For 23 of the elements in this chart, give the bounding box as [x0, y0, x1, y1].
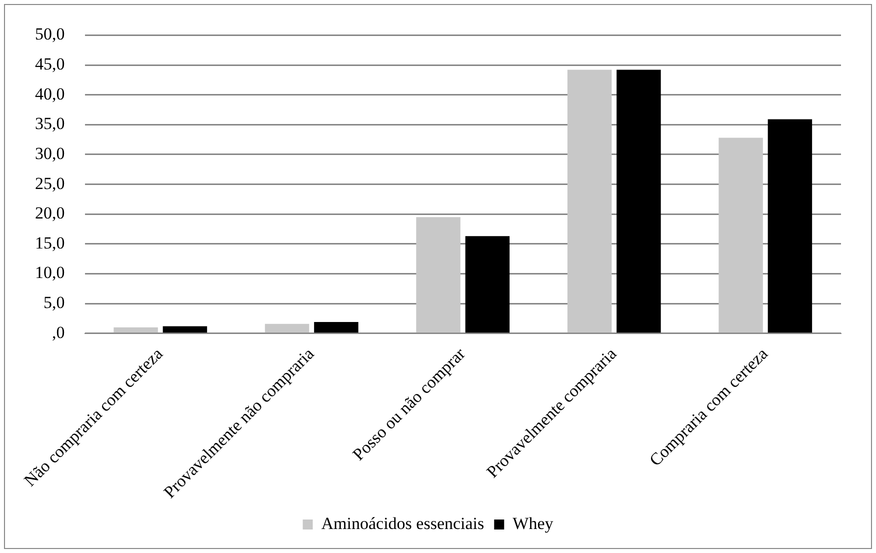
bar — [718, 138, 763, 333]
y-tick-label: 45,0 — [35, 54, 65, 74]
bar — [768, 119, 812, 333]
legend-label: Whey — [512, 514, 554, 533]
bar — [616, 70, 661, 333]
bar — [416, 217, 460, 333]
bar — [567, 70, 612, 333]
bar — [114, 327, 158, 333]
y-tick-label: 15,0 — [35, 233, 65, 252]
y-tick-label: 5,0 — [44, 293, 65, 312]
bar — [465, 236, 510, 333]
y-tick-label: 20,0 — [35, 204, 65, 223]
y-tick-label: ,0 — [52, 322, 65, 342]
y-tick-label: 35,0 — [35, 114, 65, 134]
bar — [314, 322, 358, 333]
y-tick-label: 40,0 — [35, 84, 65, 104]
bar — [264, 324, 310, 333]
y-tick-label: 30,0 — [35, 144, 65, 163]
bar — [162, 326, 208, 333]
y-tick-label: 50,0 — [35, 24, 65, 44]
y-tick-label: 10,0 — [35, 263, 65, 282]
y-tick-label: 25,0 — [35, 174, 65, 193]
legend-label: Aminoácidos essenciais — [321, 514, 484, 533]
